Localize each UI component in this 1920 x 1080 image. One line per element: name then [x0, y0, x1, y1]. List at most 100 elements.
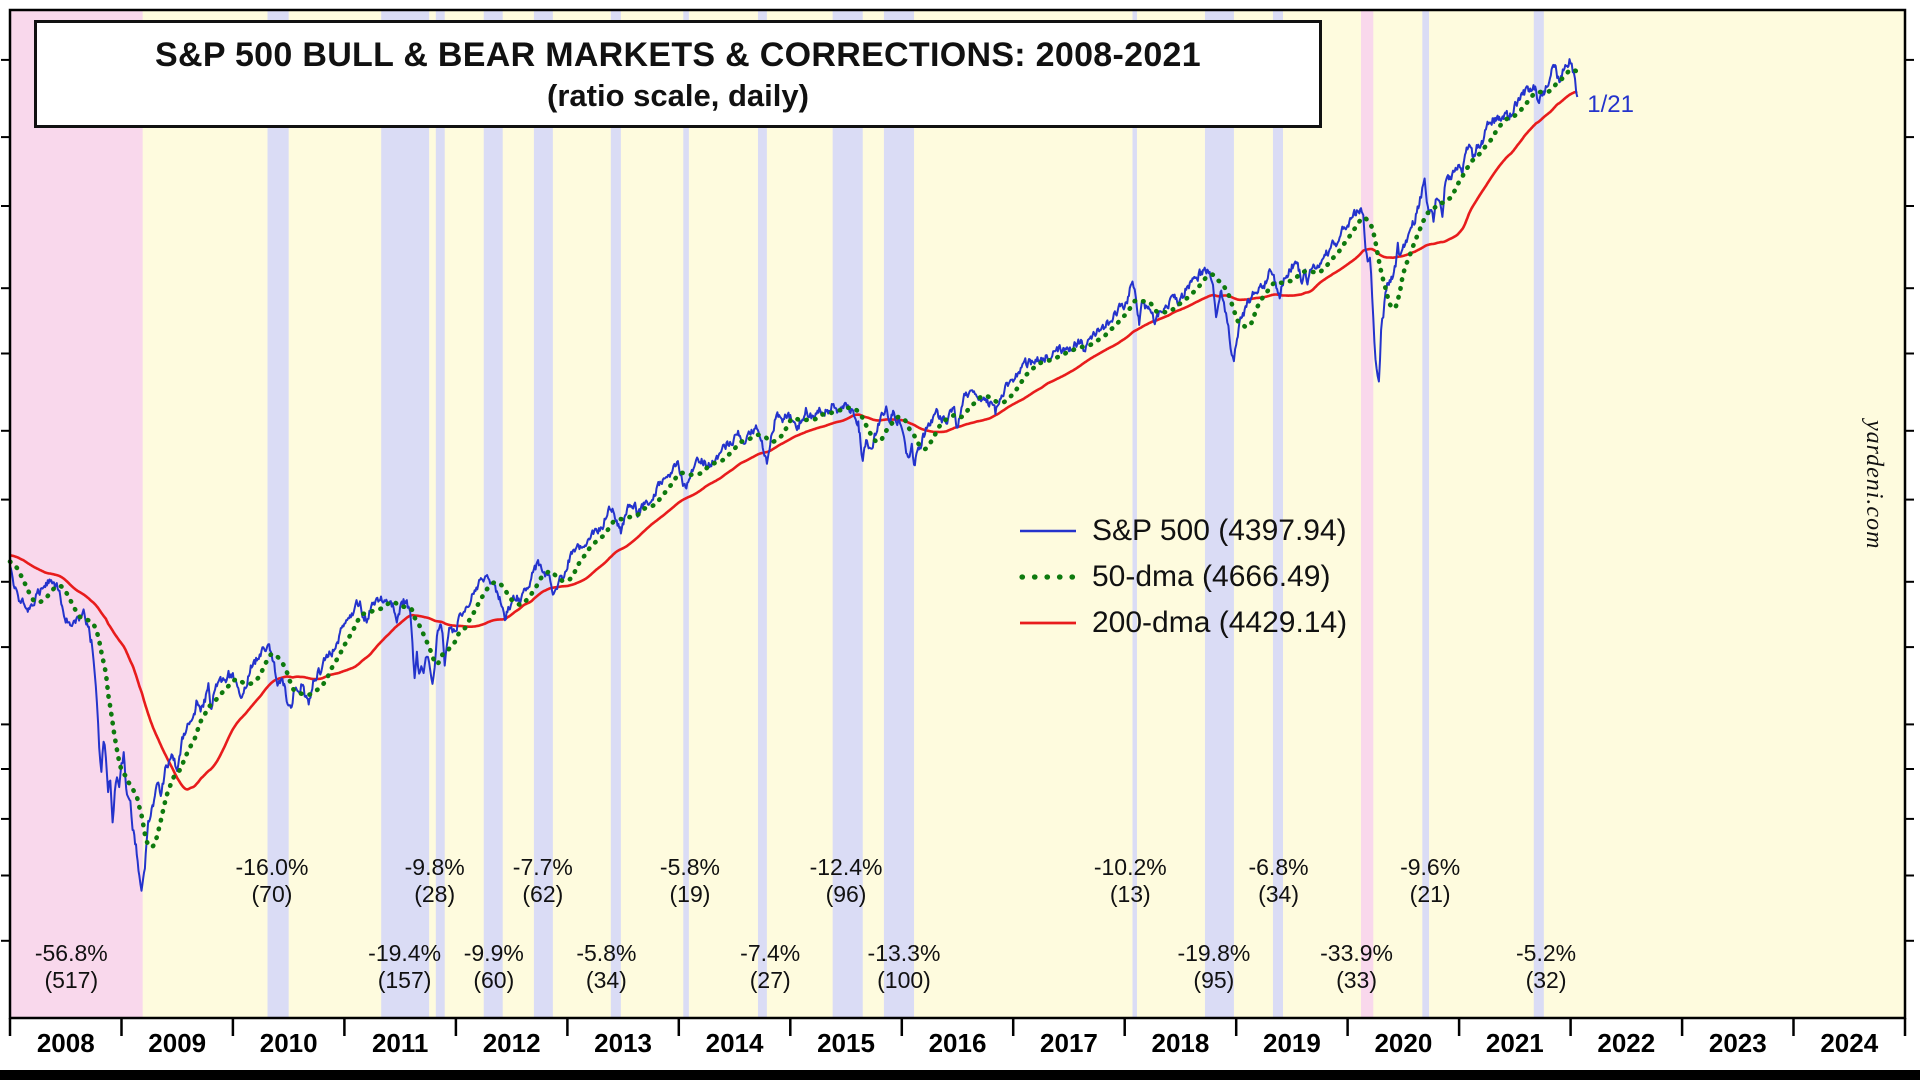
legend-label-50dma: 50-dma (4666.49) — [1092, 560, 1331, 593]
correction-pct: -12.4% — [809, 854, 883, 880]
correction-pct: -16.0% — [235, 854, 309, 880]
bear-market-band — [10, 10, 143, 1018]
correction-pct: -9.8% — [404, 854, 465, 880]
x-axis-year-label: 2017 — [1040, 1028, 1098, 1058]
legend-label-sp500: S&P 500 (4397.94) — [1092, 514, 1347, 547]
correction-band — [267, 10, 289, 1018]
correction-annotation: -7.4% (27) — [740, 940, 800, 994]
correction-band — [883, 10, 915, 1018]
correction-pct: -19.4% — [368, 940, 442, 966]
x-axis-year-label: 2021 — [1485, 1028, 1544, 1058]
correction-duration-days: (517) — [44, 967, 99, 993]
correction-pct: -7.7% — [512, 854, 573, 880]
plot-frame — [8, 8, 1907, 1020]
x-axis-year-label: 2018 — [1151, 1028, 1210, 1058]
correction-pct: -5.8% — [576, 940, 637, 966]
x-axis-year-label: 2022 — [1597, 1028, 1656, 1058]
correction-annotation: -5.2% (32) — [1516, 940, 1576, 994]
legend-label-200dma: 200-dma (4429.14) — [1092, 606, 1348, 639]
correction-duration-days: (13) — [1109, 881, 1151, 907]
watermark: yardeni.com — [1861, 420, 1887, 550]
correction-pct: -9.9% — [463, 940, 524, 966]
x-axis-year-label: 2023 — [1708, 1028, 1767, 1058]
x-axis-year-label: 2020 — [1374, 1028, 1433, 1058]
correction-annotation: -6.8% (34) — [1248, 854, 1308, 908]
x-axis-year-label: 2008 — [36, 1028, 95, 1058]
correction-duration-days: (19) — [669, 881, 711, 907]
correction-annotation: -5.8% (19) — [660, 854, 720, 908]
correction-annotation: -19.8% (95) — [1177, 940, 1250, 994]
200dma-line — [9, 90, 1578, 791]
plot-background — [10, 10, 1905, 1018]
x-axis-year-label: 2010 — [259, 1028, 318, 1058]
correction-pct: -9.6% — [1400, 854, 1461, 880]
correction-annotation: -10.2% (13) — [1094, 854, 1167, 908]
chart-title: S&P 500 BULL & BEAR MARKETS & CORRECTION… — [155, 36, 1201, 74]
x-axis-year-label: 2016 — [928, 1028, 987, 1058]
sp500-line — [9, 58, 1579, 892]
200dma-line-sample — [1020, 621, 1076, 625]
correction-duration-days: (96) — [825, 881, 867, 907]
legend-item-50dma: 50-dma (4666.49) — [1018, 554, 1347, 600]
correction-band — [1422, 10, 1430, 1018]
correction-duration-days: (62) — [522, 881, 564, 907]
correction-duration-days: (70) — [251, 881, 293, 907]
correction-band — [1272, 10, 1283, 1018]
correction-band — [483, 10, 503, 1018]
correction-pct: -7.4% — [740, 940, 801, 966]
x-axis-year-label: 2024 — [1820, 1028, 1879, 1058]
bottom-rule — [0, 1070, 1920, 1080]
correction-annotation: -9.9% (60) — [464, 940, 524, 994]
correction-duration-days: (28) — [414, 881, 456, 907]
correction-annotation: -7.7% (62) — [513, 854, 573, 908]
correction-duration-days: (33) — [1336, 967, 1378, 993]
x-axis-year-label: 2011 — [371, 1028, 429, 1058]
correction-annotation: -33.9% (33) — [1320, 940, 1393, 994]
correction-pct: -5.2% — [1516, 940, 1577, 966]
correction-duration-days: (95) — [1193, 967, 1235, 993]
x-axis-year-label: 2014 — [705, 1028, 764, 1058]
correction-band — [435, 10, 445, 1018]
correction-pct: -19.8% — [1177, 940, 1251, 966]
correction-duration-days: (157) — [377, 967, 432, 993]
correction-duration-days: (100) — [877, 967, 931, 993]
chart-title-box: S&P 500 BULL & BEAR MARKETS & CORRECTION… — [34, 20, 1322, 128]
correction-pct: -6.8% — [1248, 854, 1309, 880]
correction-pct: -10.2% — [1093, 854, 1167, 880]
latest-date-label: 1/21 — [1587, 90, 1634, 118]
x-axis-year-label: 2012 — [482, 1028, 541, 1058]
sp500-line-sample — [1020, 529, 1076, 533]
legend-item-200dma: 200-dma (4429.14) — [1018, 600, 1347, 646]
chart-subtitle: (ratio scale, daily) — [547, 78, 809, 113]
x-axis-year-label: 2019 — [1262, 1028, 1321, 1058]
correction-annotation: -13.3% (100) — [868, 940, 941, 994]
correction-duration-days: (32) — [1525, 967, 1567, 993]
correction-band — [832, 10, 863, 1018]
x-axis-year-label: 2009 — [148, 1028, 207, 1058]
correction-duration-days: (34) — [585, 967, 627, 993]
correction-annotation: -19.4% (157) — [368, 940, 441, 994]
correction-pct: -5.8% — [659, 854, 721, 880]
correction-band — [1132, 10, 1137, 1018]
correction-annotation: -16.0% (70) — [236, 854, 309, 908]
x-axis-year-label: 2015 — [817, 1028, 875, 1058]
correction-pct: -33.9% — [1320, 940, 1393, 966]
correction-annotation: -56.8% (517) — [35, 940, 108, 994]
correction-band — [610, 10, 621, 1018]
correction-band — [1204, 10, 1234, 1018]
correction-pct: -13.3% — [867, 940, 941, 966]
correction-band — [683, 10, 689, 1018]
legend-item-sp500: S&P 500 (4397.94) — [1018, 508, 1347, 554]
correction-duration-days: (21) — [1409, 881, 1451, 907]
correction-duration-days: (27) — [749, 967, 791, 993]
correction-duration-days: (60) — [473, 967, 515, 993]
x-axis-year-label: 2013 — [594, 1028, 652, 1058]
50dma-dotted-sample — [1019, 574, 1078, 580]
bear-market-band — [1361, 10, 1374, 1018]
correction-annotation: -9.6% (21) — [1400, 854, 1460, 908]
correction-duration-days: (34) — [1258, 881, 1299, 907]
correction-annotation: -12.4% (96) — [810, 854, 883, 908]
correction-annotation: -5.8% (34) — [576, 940, 636, 994]
correction-band — [757, 10, 767, 1018]
